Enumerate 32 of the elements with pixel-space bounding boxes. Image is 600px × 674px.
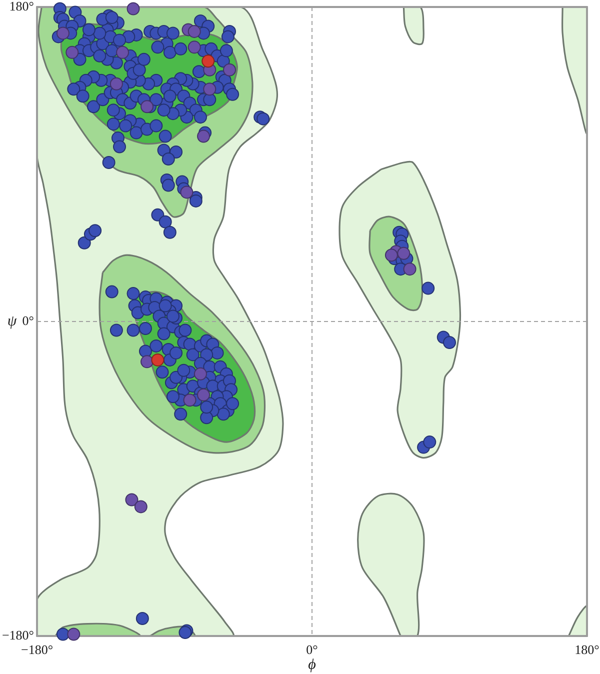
x-tick-label: 0°	[306, 642, 318, 658]
point	[183, 394, 196, 407]
point	[140, 100, 154, 114]
x-tick-label: 180°	[574, 642, 600, 658]
point	[151, 353, 164, 366]
point	[140, 355, 154, 368]
y-tick-label: 0°	[22, 312, 34, 328]
point	[134, 500, 148, 514]
point	[223, 63, 236, 76]
point	[180, 186, 194, 199]
y-axis-title: ψ	[7, 313, 18, 330]
point	[126, 2, 140, 16]
x-tick-label: −180°	[20, 642, 54, 658]
point	[56, 26, 70, 40]
point	[110, 77, 123, 90]
point	[188, 24, 201, 38]
point	[202, 54, 215, 68]
point	[194, 367, 207, 380]
point	[197, 388, 210, 402]
point	[125, 493, 138, 506]
point	[203, 82, 216, 96]
point	[116, 46, 130, 59]
point	[384, 248, 398, 262]
y-tick-label: −180°	[2, 627, 34, 642]
point	[397, 246, 410, 260]
y-tick-label: 180°	[9, 0, 34, 14]
point	[188, 40, 201, 54]
point	[197, 130, 210, 143]
point	[66, 46, 79, 59]
point	[403, 262, 416, 276]
x-axis-title: ϕ	[308, 656, 316, 673]
point	[67, 628, 80, 641]
